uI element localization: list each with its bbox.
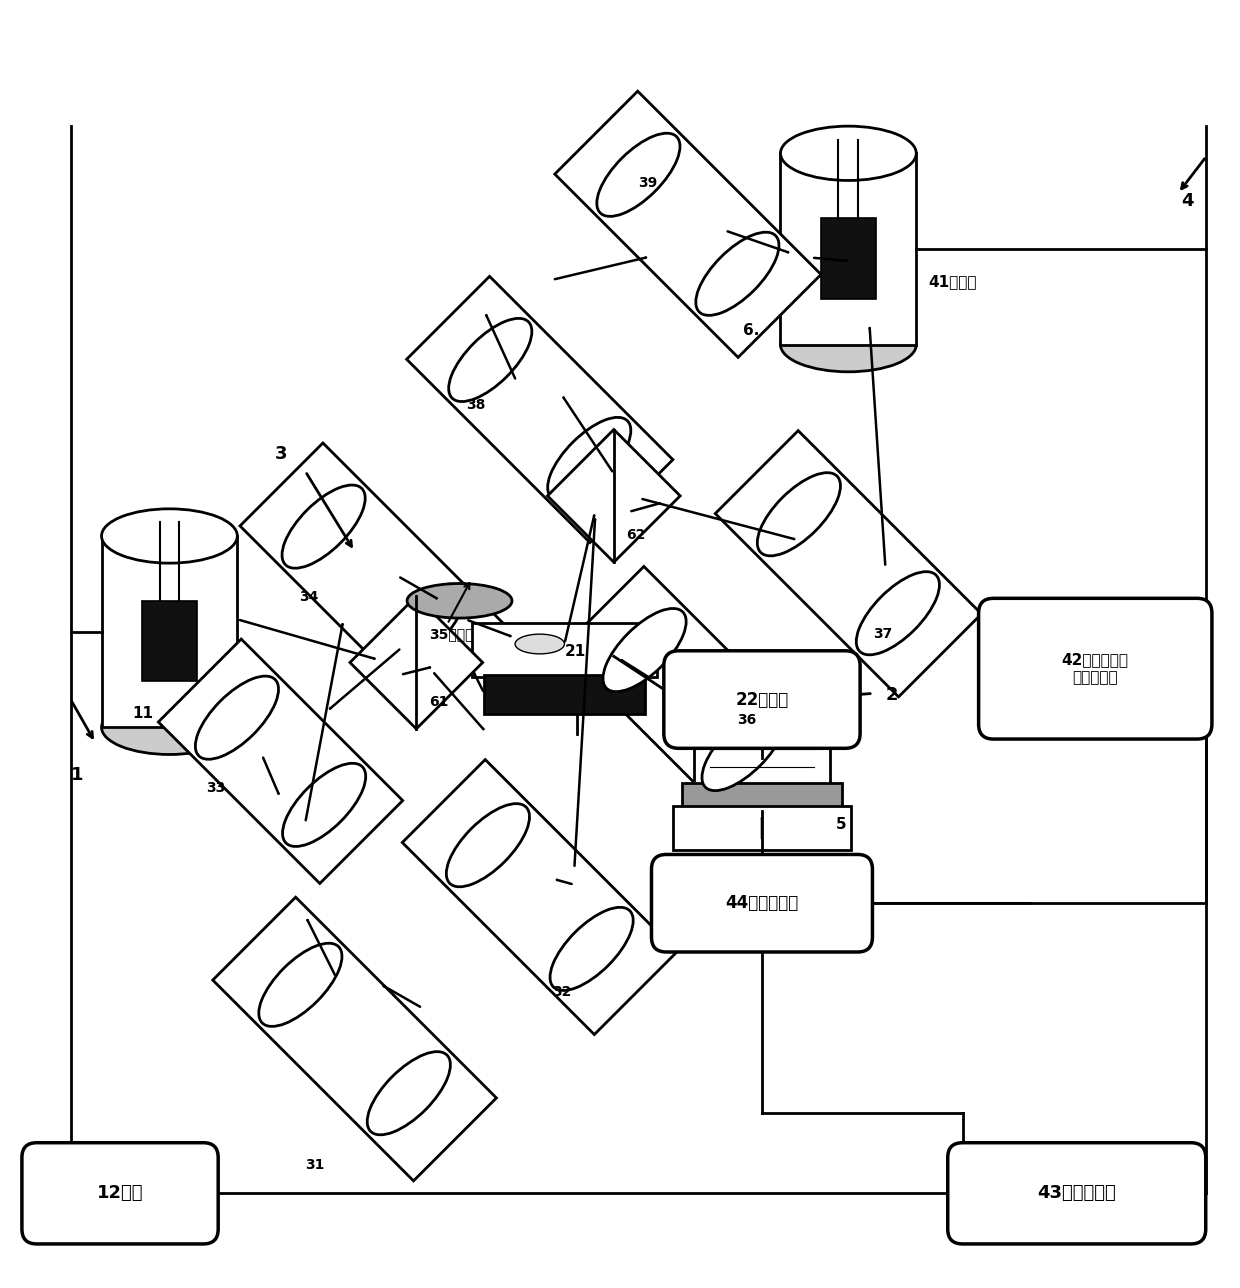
Polygon shape — [241, 443, 506, 710]
Polygon shape — [554, 91, 821, 357]
Text: 35平面镜: 35平面镜 — [429, 627, 474, 641]
Text: 2: 2 — [885, 685, 898, 703]
Text: 21: 21 — [564, 644, 585, 659]
Ellipse shape — [283, 764, 366, 846]
Bar — [673, 806, 851, 850]
Bar — [472, 623, 657, 677]
Bar — [682, 783, 842, 808]
Ellipse shape — [449, 318, 532, 402]
Ellipse shape — [102, 509, 237, 563]
Ellipse shape — [381, 583, 464, 667]
Bar — [780, 153, 916, 345]
Text: 62: 62 — [626, 528, 646, 542]
Text: 12电源: 12电源 — [97, 1185, 144, 1202]
Ellipse shape — [515, 634, 564, 654]
Ellipse shape — [551, 907, 634, 990]
Text: 11: 11 — [133, 706, 154, 721]
Text: 4: 4 — [1182, 192, 1194, 210]
Ellipse shape — [603, 608, 686, 692]
Ellipse shape — [102, 701, 237, 755]
Polygon shape — [407, 277, 673, 542]
Ellipse shape — [446, 804, 529, 887]
Ellipse shape — [702, 707, 785, 791]
Bar — [102, 536, 237, 728]
Ellipse shape — [196, 676, 279, 759]
Ellipse shape — [259, 943, 342, 1027]
Ellipse shape — [780, 317, 916, 372]
Ellipse shape — [857, 572, 940, 654]
Bar — [143, 601, 197, 681]
FancyBboxPatch shape — [947, 1142, 1205, 1244]
Text: 5: 5 — [836, 817, 847, 832]
Text: 6.: 6. — [744, 323, 760, 339]
Text: 39: 39 — [639, 176, 657, 191]
Text: 22驱动器: 22驱动器 — [735, 690, 789, 708]
Polygon shape — [159, 639, 403, 884]
Ellipse shape — [407, 583, 512, 618]
Text: 31: 31 — [305, 1158, 325, 1172]
Text: 3: 3 — [274, 444, 286, 462]
Text: 43锁相放大器: 43锁相放大器 — [1038, 1185, 1116, 1202]
Ellipse shape — [548, 417, 631, 501]
FancyBboxPatch shape — [663, 650, 861, 748]
Ellipse shape — [696, 232, 779, 316]
Text: 42信号读出及
前置放大器: 42信号读出及 前置放大器 — [1061, 653, 1128, 685]
Polygon shape — [548, 429, 681, 562]
Polygon shape — [213, 898, 496, 1181]
Text: 41探测器: 41探测器 — [929, 274, 977, 289]
Bar — [821, 219, 875, 299]
Ellipse shape — [758, 473, 841, 556]
Text: 33: 33 — [207, 781, 226, 795]
Text: 38: 38 — [466, 398, 485, 412]
Text: 37: 37 — [873, 627, 893, 641]
Text: 32: 32 — [552, 985, 572, 998]
Text: 61: 61 — [429, 694, 448, 708]
Ellipse shape — [780, 126, 916, 180]
Ellipse shape — [596, 133, 680, 216]
Text: 34: 34 — [299, 590, 319, 604]
Polygon shape — [715, 430, 982, 697]
FancyBboxPatch shape — [978, 599, 1211, 739]
FancyBboxPatch shape — [22, 1142, 218, 1244]
Ellipse shape — [367, 1051, 450, 1135]
Bar — [484, 675, 645, 715]
Text: 36: 36 — [738, 714, 756, 728]
Polygon shape — [350, 596, 482, 729]
Ellipse shape — [281, 486, 366, 568]
Polygon shape — [402, 760, 677, 1034]
Text: 44数据采集卡: 44数据采集卡 — [725, 894, 799, 912]
Polygon shape — [560, 567, 827, 832]
FancyBboxPatch shape — [651, 854, 873, 952]
Bar — [694, 697, 830, 786]
Text: 1: 1 — [71, 766, 83, 784]
